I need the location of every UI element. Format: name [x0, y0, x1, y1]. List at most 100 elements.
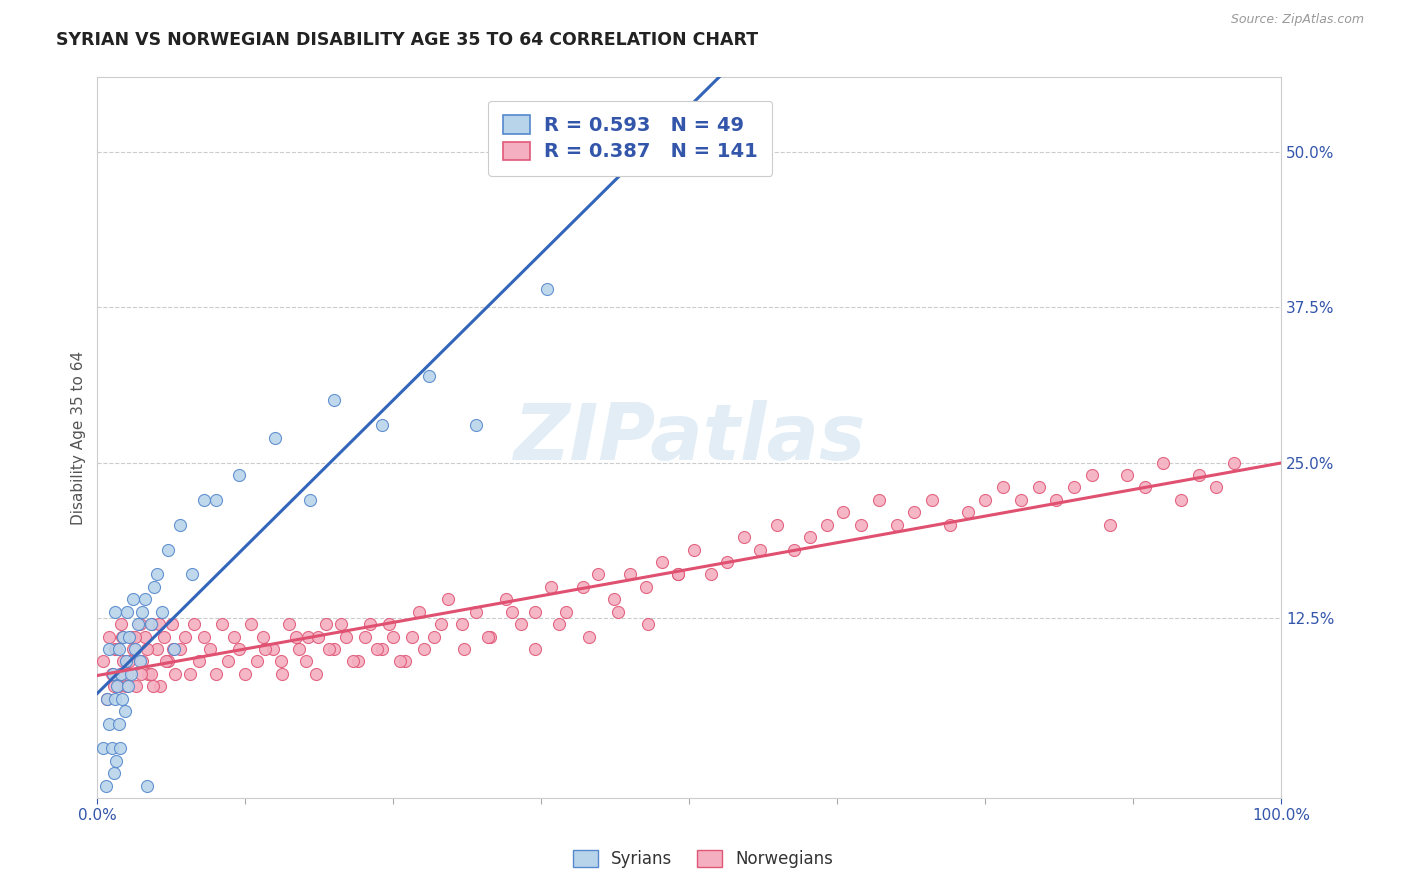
Point: [766, 517, 789, 532]
Point: [868, 492, 890, 507]
Point: [105, 642, 128, 657]
Point: [110, 617, 132, 632]
Point: [162, 642, 184, 657]
Point: [536, 282, 558, 296]
Point: [111, 630, 134, 644]
Point: [510, 617, 533, 632]
Point: [294, 654, 316, 668]
Point: [98, 716, 121, 731]
Point: [96, 691, 118, 706]
Point: [299, 492, 322, 507]
Point: [107, 679, 129, 693]
Point: [98, 642, 121, 657]
Point: [495, 592, 517, 607]
Point: [370, 418, 392, 433]
Point: [142, 679, 165, 693]
Point: [479, 630, 502, 644]
Point: [174, 630, 197, 644]
Point: [179, 666, 201, 681]
Point: [94, 779, 117, 793]
Point: [1081, 468, 1104, 483]
Point: [222, 630, 245, 644]
Point: [165, 666, 187, 681]
Point: [136, 642, 159, 657]
Point: [799, 530, 821, 544]
Point: [453, 642, 475, 657]
Point: [921, 492, 943, 507]
Point: [1098, 517, 1121, 532]
Point: [1223, 456, 1246, 470]
Point: [107, 642, 129, 657]
Point: [305, 666, 328, 681]
Point: [287, 642, 309, 657]
Point: [832, 505, 855, 519]
Point: [501, 605, 523, 619]
Point: [105, 754, 128, 768]
Point: [104, 605, 127, 619]
Point: [131, 654, 153, 668]
Point: [111, 691, 134, 706]
Point: [354, 630, 377, 644]
Point: [555, 605, 578, 619]
Point: [815, 517, 838, 532]
Text: SYRIAN VS NORWEGIAN DISABILITY AGE 35 TO 64 CORRELATION CHART: SYRIAN VS NORWEGIAN DISABILITY AGE 35 TO…: [56, 31, 758, 49]
Legend: Syrians, Norwegians: Syrians, Norwegians: [567, 843, 839, 875]
Point: [782, 542, 804, 557]
Point: [270, 654, 292, 668]
Point: [246, 654, 269, 668]
Point: [1045, 492, 1067, 507]
Point: [145, 567, 167, 582]
Point: [112, 630, 135, 644]
Point: [330, 617, 353, 632]
Point: [278, 617, 301, 632]
Point: [1116, 468, 1139, 483]
Point: [849, 517, 872, 532]
Point: [637, 617, 659, 632]
Point: [129, 654, 152, 668]
Point: [347, 654, 370, 668]
Point: [160, 617, 183, 632]
Point: [163, 642, 186, 657]
Point: [193, 492, 215, 507]
Point: [129, 666, 152, 681]
Point: [131, 605, 153, 619]
Point: [323, 642, 346, 657]
Point: [96, 691, 118, 706]
Legend: R = 0.593   N = 49, R = 0.387   N = 141: R = 0.593 N = 49, R = 0.387 N = 141: [488, 101, 772, 176]
Point: [1205, 480, 1227, 494]
Point: [1063, 480, 1085, 494]
Point: [122, 642, 145, 657]
Point: [991, 480, 1014, 494]
Point: [136, 779, 159, 793]
Point: [271, 666, 294, 681]
Point: [122, 592, 145, 607]
Point: [228, 642, 250, 657]
Point: [389, 654, 412, 668]
Point: [110, 666, 132, 681]
Point: [318, 642, 340, 657]
Point: [181, 567, 204, 582]
Point: [152, 630, 174, 644]
Point: [108, 741, 131, 756]
Point: [117, 679, 139, 693]
Point: [91, 741, 114, 756]
Point: [1170, 492, 1192, 507]
Point: [524, 642, 547, 657]
Point: [1135, 480, 1157, 494]
Point: [619, 567, 641, 582]
Point: [359, 617, 381, 632]
Point: [134, 630, 156, 644]
Point: [152, 605, 174, 619]
Point: [107, 679, 129, 693]
Point: [602, 592, 624, 607]
Point: [100, 741, 122, 756]
Point: [548, 617, 571, 632]
Point: [157, 542, 180, 557]
Point: [157, 654, 180, 668]
Point: [148, 617, 170, 632]
Point: [429, 617, 451, 632]
Point: [285, 630, 308, 644]
Point: [1187, 468, 1209, 483]
Point: [228, 468, 250, 483]
Point: [477, 630, 499, 644]
